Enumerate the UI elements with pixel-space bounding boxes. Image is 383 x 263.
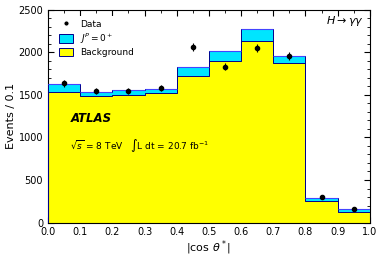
Legend: Data, $J^P = 0^+$, Background: Data, $J^P = 0^+$, Background xyxy=(56,16,137,60)
Bar xyxy=(48,84,80,92)
Bar xyxy=(209,61,241,222)
Bar xyxy=(144,93,177,222)
Bar xyxy=(112,90,144,95)
Bar xyxy=(177,76,209,222)
Bar xyxy=(273,55,306,63)
Bar xyxy=(241,41,273,222)
Text: $\sqrt{s}$ = 8 TeV   $\int$L dt = 20.7 fb$^{-1}$: $\sqrt{s}$ = 8 TeV $\int$L dt = 20.7 fb$… xyxy=(70,137,210,154)
Bar xyxy=(306,201,338,222)
Bar xyxy=(80,92,112,97)
Y-axis label: Events / 0.1: Events / 0.1 xyxy=(6,83,16,149)
Bar xyxy=(177,67,209,76)
Text: $H \rightarrow \gamma\gamma$: $H \rightarrow \gamma\gamma$ xyxy=(326,14,363,28)
Bar xyxy=(144,89,177,93)
Bar xyxy=(338,211,370,222)
Text: ATLAS: ATLAS xyxy=(70,112,111,125)
Bar xyxy=(273,63,306,222)
Bar xyxy=(209,51,241,61)
Bar xyxy=(112,95,144,222)
Bar xyxy=(338,209,370,211)
Bar xyxy=(241,29,273,41)
Bar xyxy=(80,97,112,222)
X-axis label: $|\cos\,\theta^*|$: $|\cos\,\theta^*|$ xyxy=(186,239,231,257)
Bar xyxy=(48,92,80,222)
Bar xyxy=(306,198,338,201)
